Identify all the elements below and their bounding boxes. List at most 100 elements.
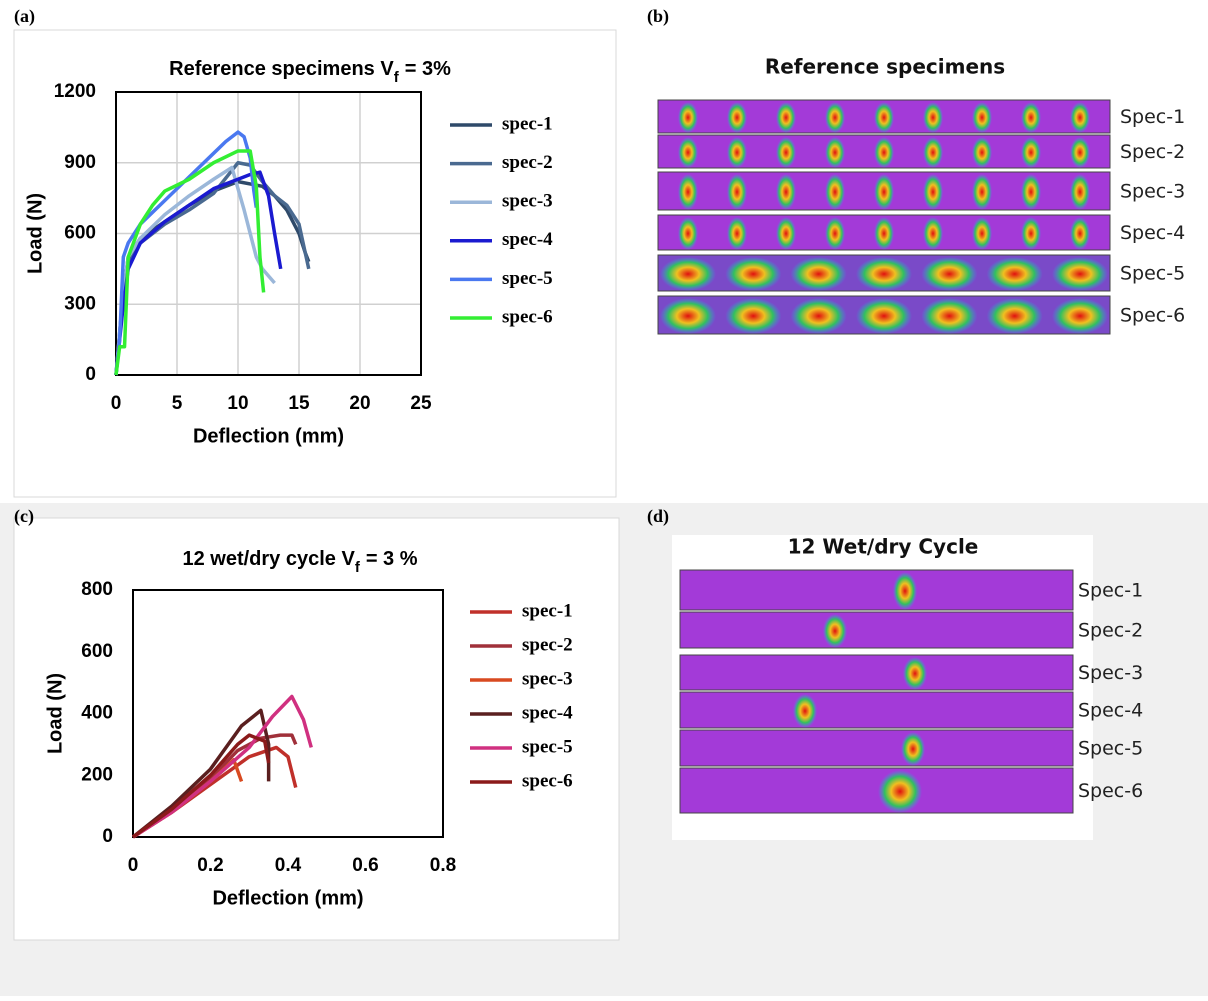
x-tick-label: 5 [172, 393, 183, 414]
y-tick-label: 0 [85, 364, 96, 385]
strain-spot [986, 298, 1043, 334]
specimen-strip [679, 569, 1074, 611]
panel-a-box [13, 29, 617, 498]
strain-spot [874, 217, 894, 250]
specimen-label: Spec-1 [1120, 106, 1185, 128]
strain-spot [678, 137, 698, 168]
title-part: f [355, 559, 361, 576]
strain-spot [660, 257, 716, 291]
strain-spot [825, 174, 845, 210]
strain-spot [727, 174, 747, 210]
strain-spot [678, 102, 698, 133]
strain-spot [678, 174, 698, 210]
specimen-label: Spec-5 [1078, 738, 1143, 760]
specimen-label: Spec-1 [1078, 580, 1143, 602]
title-part: Reference specimens V [169, 58, 394, 80]
x-tick-label: 0 [111, 393, 122, 414]
strain-spot [1052, 257, 1108, 291]
y-tick-label: 200 [81, 764, 113, 785]
panel-label: (a) [14, 6, 35, 27]
panel-label: (b) [647, 6, 669, 27]
chart-title: Reference specimens Vf = 3% [169, 58, 451, 86]
panel-c-box [13, 517, 620, 941]
x-tick-label: 15 [288, 393, 310, 414]
legend-label: spec-4 [502, 229, 553, 250]
strain-spot [727, 102, 747, 133]
strain-spot [874, 137, 894, 168]
y-axis-label: Load (N) [44, 673, 66, 754]
series-line [114, 161, 311, 376]
plot-frame [132, 589, 444, 838]
x-tick-label: 0.4 [275, 855, 302, 876]
specimen-label: Spec-2 [1078, 620, 1143, 642]
strain-spot [776, 137, 796, 168]
x-tick-label: 10 [227, 393, 248, 414]
strain-spot [727, 137, 747, 168]
legend-label: spec-3 [522, 668, 573, 689]
strain-spot [972, 102, 992, 133]
legend-label: spec-2 [502, 152, 553, 173]
specimen-label: Spec-2 [1120, 141, 1185, 163]
strain-spot [972, 174, 992, 210]
panel-label: (d) [647, 506, 669, 527]
image-b: Reference specimens Spec-1 Spec-2 Spec-3 Sp… [657, 55, 1185, 335]
strain-spot [921, 298, 978, 334]
strain-spot [874, 174, 894, 210]
strain-spot [825, 102, 845, 133]
strain-spot [986, 257, 1043, 291]
strain-spot [878, 770, 922, 813]
specimen-label: Spec-5 [1120, 263, 1185, 285]
specimen-strip [679, 611, 1074, 649]
strain-spot [776, 217, 796, 250]
strain-spot [1070, 102, 1090, 133]
strain-spot [903, 657, 927, 690]
legend-label: spec-5 [522, 736, 573, 757]
legend-label: spec-4 [522, 702, 573, 723]
strain-spot [1021, 217, 1041, 250]
title-part: f [394, 69, 400, 86]
strain-spot [725, 298, 782, 334]
strain-spot [678, 217, 698, 250]
plot-frame [115, 91, 422, 376]
image-title: 12 Wet/dry Cycle [788, 535, 979, 559]
y-tick-label: 0 [102, 826, 113, 847]
chart-title: 12 wet/dry cycle Vf = 3 % [182, 548, 417, 576]
y-tick-label: 900 [64, 152, 96, 173]
strain-spot [1052, 298, 1108, 334]
series-line [131, 708, 271, 839]
strain-spot [725, 257, 782, 291]
x-tick-label: 0.6 [352, 855, 378, 876]
specimen-strip [679, 654, 1074, 691]
strain-spot [660, 298, 716, 334]
specimen-label: Spec-3 [1120, 181, 1185, 203]
specimen-strip [679, 767, 1074, 814]
strain-spot [727, 217, 747, 250]
legend-label: spec-1 [522, 600, 573, 621]
x-tick-label: 0.2 [197, 855, 223, 876]
x-tick-label: 20 [349, 393, 370, 414]
specimen-label: Spec-6 [1078, 780, 1143, 802]
specimen-strip [679, 691, 1074, 729]
strain-spot [921, 257, 978, 291]
y-tick-label: 1200 [54, 81, 96, 102]
strain-spot [874, 102, 894, 133]
strain-spot [923, 174, 943, 210]
image-d: 12 Wet/dry Cycle Spec-1 Spec-2 Spec-3 Spec-… [679, 535, 1143, 814]
strain-spot [1021, 137, 1041, 168]
strain-spot [972, 217, 992, 250]
title-part: = 3 % [366, 548, 418, 570]
legend-label: spec-5 [502, 268, 553, 289]
specimen-label: Spec-6 [1120, 305, 1185, 327]
title-part: = 3% [405, 58, 451, 80]
legend-label: spec-3 [502, 191, 553, 212]
strain-spot [1021, 102, 1041, 133]
x-axis-label: Deflection (mm) [212, 887, 363, 909]
x-axis-label: Deflection (mm) [193, 425, 344, 447]
panel-label: (c) [14, 506, 34, 527]
series-line [132, 694, 313, 839]
strain-spot [823, 614, 847, 648]
specimen-label: Spec-4 [1078, 700, 1143, 722]
strain-spot [776, 102, 796, 133]
